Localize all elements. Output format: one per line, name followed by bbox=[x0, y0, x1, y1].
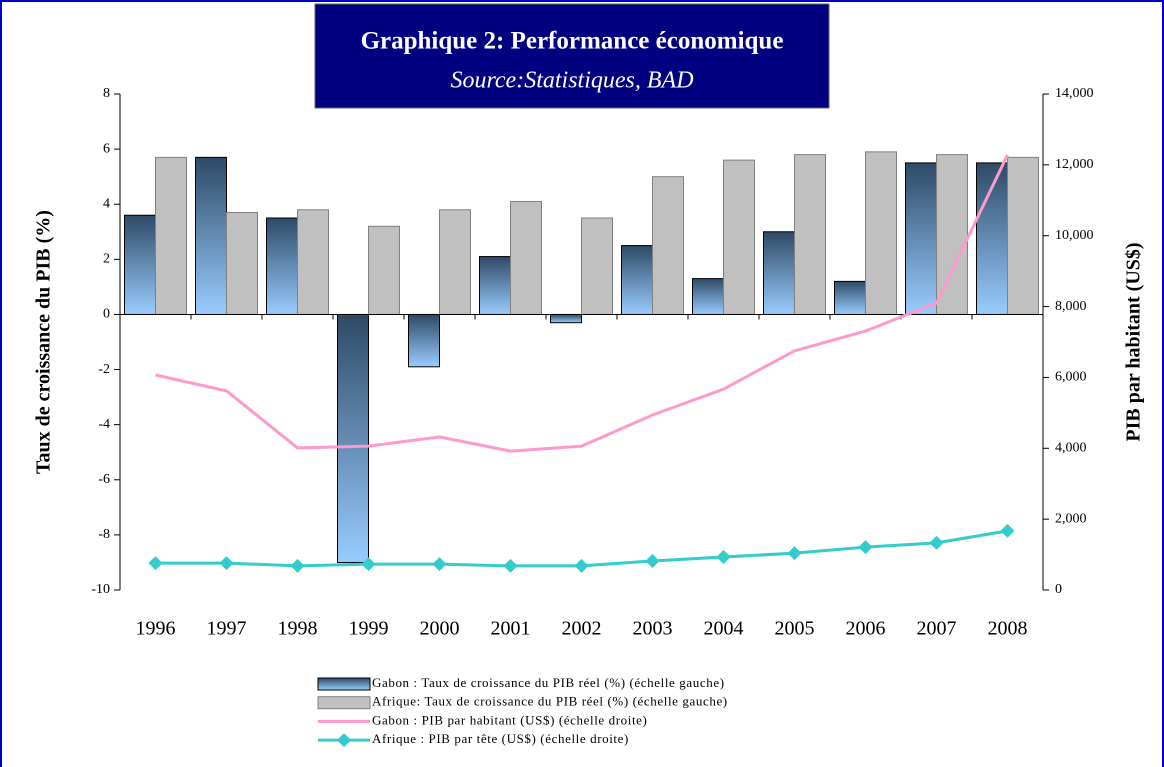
y2-tick-label: 12,000 bbox=[1055, 157, 1094, 172]
legend-swatch bbox=[317, 696, 371, 710]
x-tick-label: 1997 bbox=[207, 618, 247, 640]
x-tick-label: 1998 bbox=[278, 618, 318, 640]
bar bbox=[408, 313, 440, 368]
point bbox=[716, 550, 731, 565]
point bbox=[148, 556, 163, 571]
y-tick-label: -6 bbox=[98, 472, 110, 487]
bar bbox=[368, 225, 400, 315]
bar bbox=[479, 256, 511, 315]
line bbox=[155, 154, 1009, 453]
point bbox=[219, 556, 234, 571]
bar bbox=[794, 154, 826, 315]
y2-tick-label: 4,000 bbox=[1055, 441, 1087, 456]
point bbox=[858, 540, 873, 555]
bar bbox=[1007, 156, 1039, 315]
y2-tick-label: 0 bbox=[1055, 582, 1062, 597]
bar bbox=[652, 176, 684, 315]
x-tick-label: 2006 bbox=[846, 618, 886, 640]
bar bbox=[510, 200, 542, 315]
bar bbox=[337, 313, 369, 563]
point bbox=[361, 557, 376, 572]
y2-axis-label: PIB par habitant (US$) bbox=[1123, 242, 1145, 441]
point bbox=[929, 535, 944, 550]
y-tick-label: 6 bbox=[103, 141, 110, 156]
y-tick-label: 4 bbox=[103, 196, 110, 211]
y2-tick-label: 6,000 bbox=[1055, 370, 1087, 385]
bar bbox=[124, 214, 156, 315]
x-tick-label: 1999 bbox=[349, 618, 389, 640]
y2-tick-label: 2,000 bbox=[1055, 511, 1087, 526]
x-tick-label: 2008 bbox=[988, 618, 1028, 640]
legend-label: Gabon : PIB par habitant (US$) (échelle … bbox=[372, 712, 648, 727]
bar bbox=[692, 278, 724, 315]
y2-tick-label: 8,000 bbox=[1055, 299, 1087, 314]
bar bbox=[550, 313, 582, 324]
bar bbox=[439, 209, 471, 315]
bar bbox=[266, 217, 298, 315]
legend-marker bbox=[337, 733, 351, 748]
bar bbox=[865, 151, 897, 315]
bar bbox=[155, 156, 187, 315]
y-tick-label: 2 bbox=[103, 252, 110, 267]
point bbox=[503, 558, 518, 573]
point bbox=[645, 553, 660, 568]
x-tick-label: 2000 bbox=[420, 618, 460, 640]
y-tick-label: -10 bbox=[91, 582, 110, 597]
y-tick-label: -4 bbox=[98, 417, 110, 432]
y2-tick-label: 14,000 bbox=[1055, 86, 1094, 101]
x-tick-label: 2003 bbox=[633, 618, 673, 640]
bar bbox=[226, 211, 258, 315]
y-tick-label: -2 bbox=[98, 362, 110, 377]
x-tick-label: 2005 bbox=[775, 618, 815, 640]
chart-subtitle: Source:Statistiques, BAD bbox=[450, 68, 693, 94]
point bbox=[432, 557, 447, 572]
point bbox=[290, 558, 305, 573]
y-tick-label: 8 bbox=[103, 86, 110, 101]
legend-label: Afrique: Taux de croissance du PIB réel … bbox=[372, 694, 728, 709]
x-tick-label: 1996 bbox=[136, 618, 176, 640]
bar bbox=[763, 231, 795, 315]
y-axis-label: Taux de croissance du PIB (%) bbox=[33, 210, 55, 474]
y-tick-label: 0 bbox=[103, 307, 110, 322]
chart-title: Graphique 2: Performance économique bbox=[361, 28, 784, 55]
bar bbox=[723, 159, 755, 315]
x-tick-label: 2001 bbox=[491, 618, 531, 640]
legend-label: Gabon : Taux de croissance du PIB réel (… bbox=[372, 675, 725, 690]
bar bbox=[581, 217, 613, 315]
legend-label: Afrique : PIB par tête (US$) (échelle dr… bbox=[372, 731, 629, 746]
bar bbox=[297, 209, 329, 315]
point bbox=[574, 558, 589, 573]
y2-tick-label: 10,000 bbox=[1055, 228, 1094, 243]
bar bbox=[834, 280, 866, 315]
title-box bbox=[314, 3, 830, 109]
point bbox=[787, 546, 802, 561]
bar bbox=[195, 156, 227, 315]
bar bbox=[905, 162, 937, 315]
x-tick-label: 2002 bbox=[562, 618, 602, 640]
bar bbox=[936, 154, 968, 315]
x-tick-label: 2007 bbox=[917, 618, 957, 640]
y-tick-label: -8 bbox=[98, 527, 110, 542]
bar bbox=[621, 245, 653, 315]
point bbox=[1000, 523, 1015, 538]
x-tick-label: 2004 bbox=[704, 618, 744, 640]
legend-swatch bbox=[317, 677, 371, 691]
